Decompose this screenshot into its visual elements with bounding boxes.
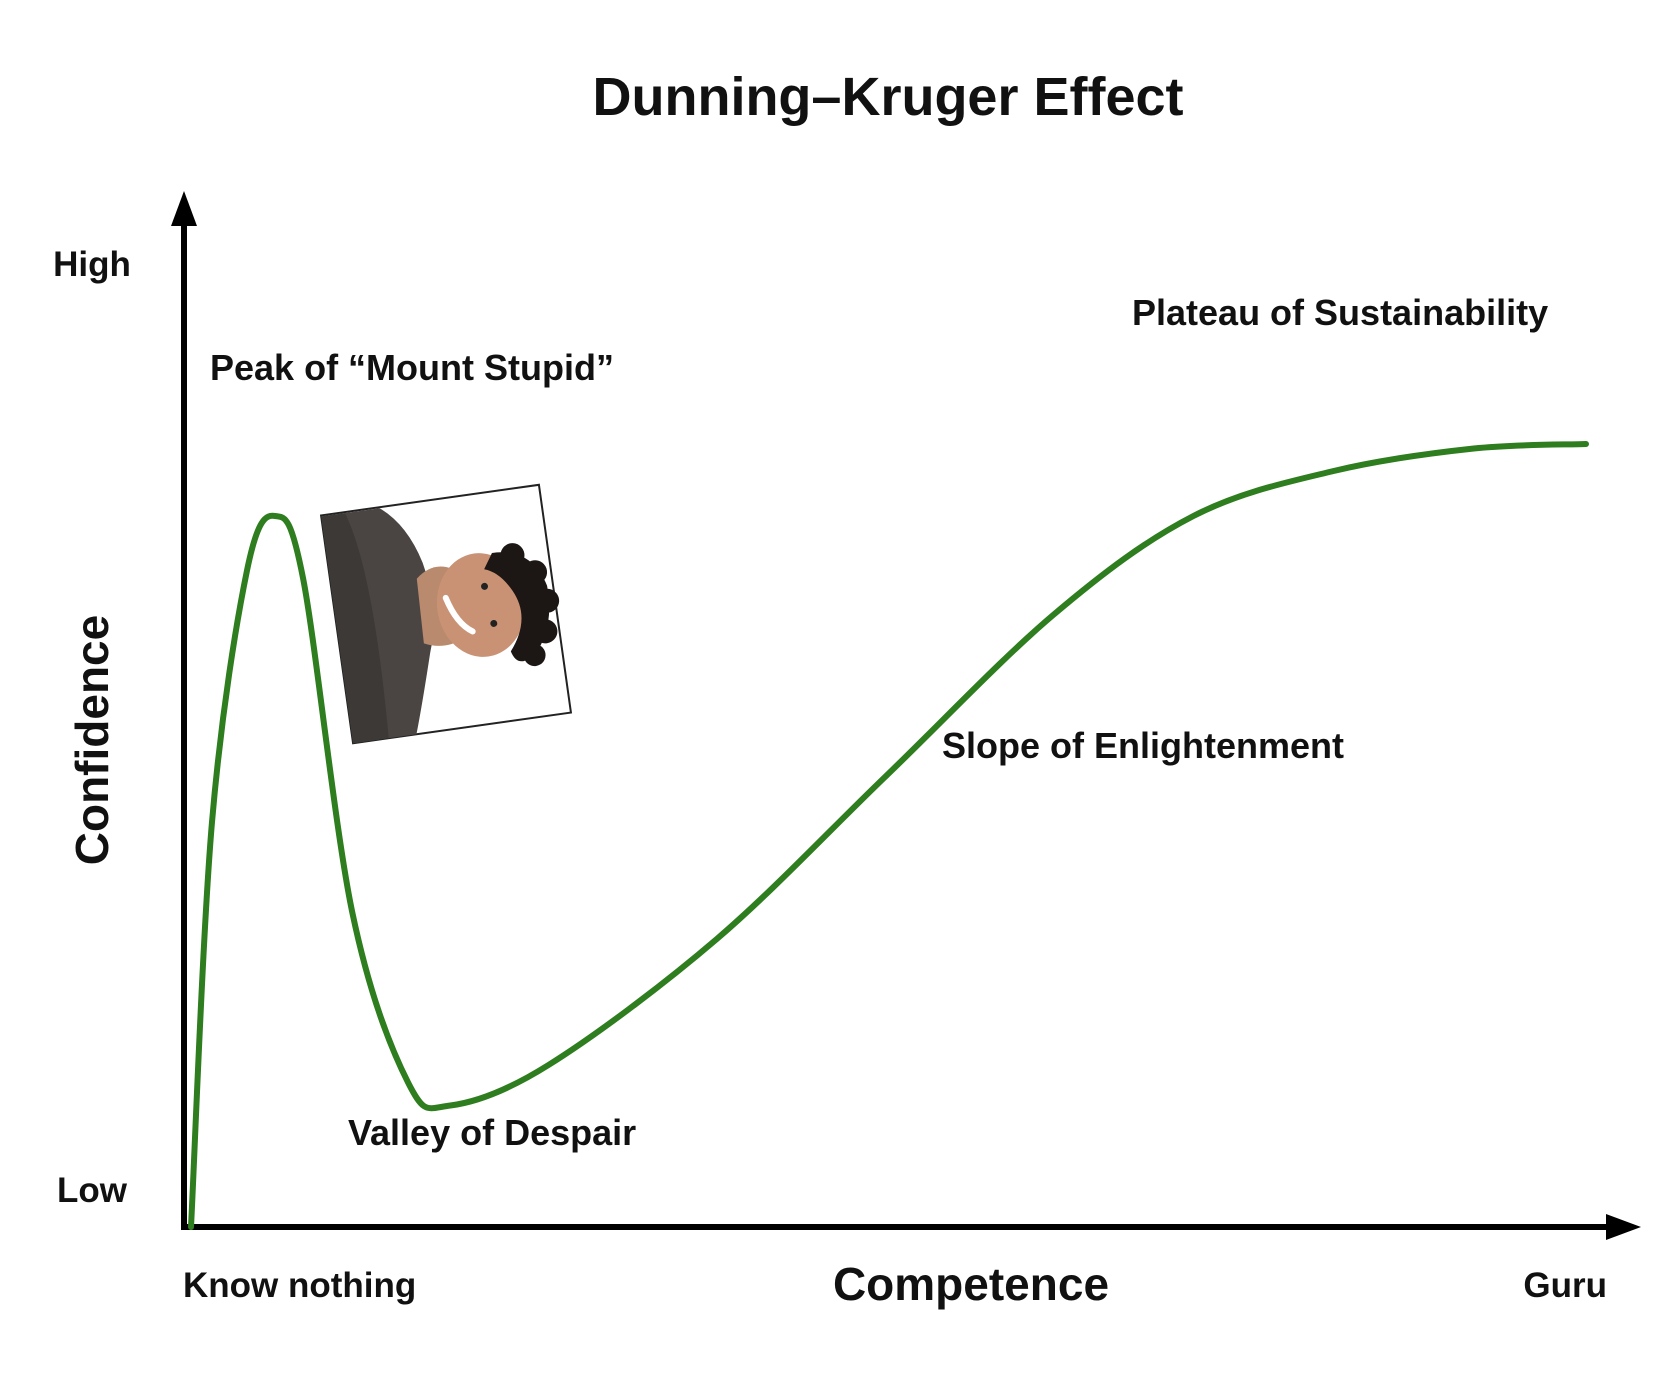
annotation-peak: Peak of “Mount Stupid” xyxy=(210,347,614,388)
confidence-curve xyxy=(188,441,1589,1230)
y-tick-label-high: High xyxy=(53,245,131,284)
annotation-valley: Valley of Despair xyxy=(348,1112,636,1153)
chart-title: Dunning–Kruger Effect xyxy=(592,67,1183,127)
x-axis-label: Competence xyxy=(833,1258,1109,1310)
x-tick-label-guru: Guru xyxy=(1523,1266,1607,1305)
axes xyxy=(171,191,1641,1240)
annotation-plateau: Plateau of Sustainability xyxy=(1132,292,1548,333)
smiling-man-photo-icon xyxy=(319,483,573,745)
x-axis-arrow-icon xyxy=(1606,1214,1641,1240)
y-tick-label-low: Low xyxy=(57,1171,128,1210)
annotation-slope: Slope of Enlightenment xyxy=(942,725,1344,766)
y-axis-label: Confidence xyxy=(66,615,118,865)
y-axis-arrow-icon xyxy=(171,191,197,226)
x-tick-label-know-nothing: Know nothing xyxy=(183,1266,416,1305)
